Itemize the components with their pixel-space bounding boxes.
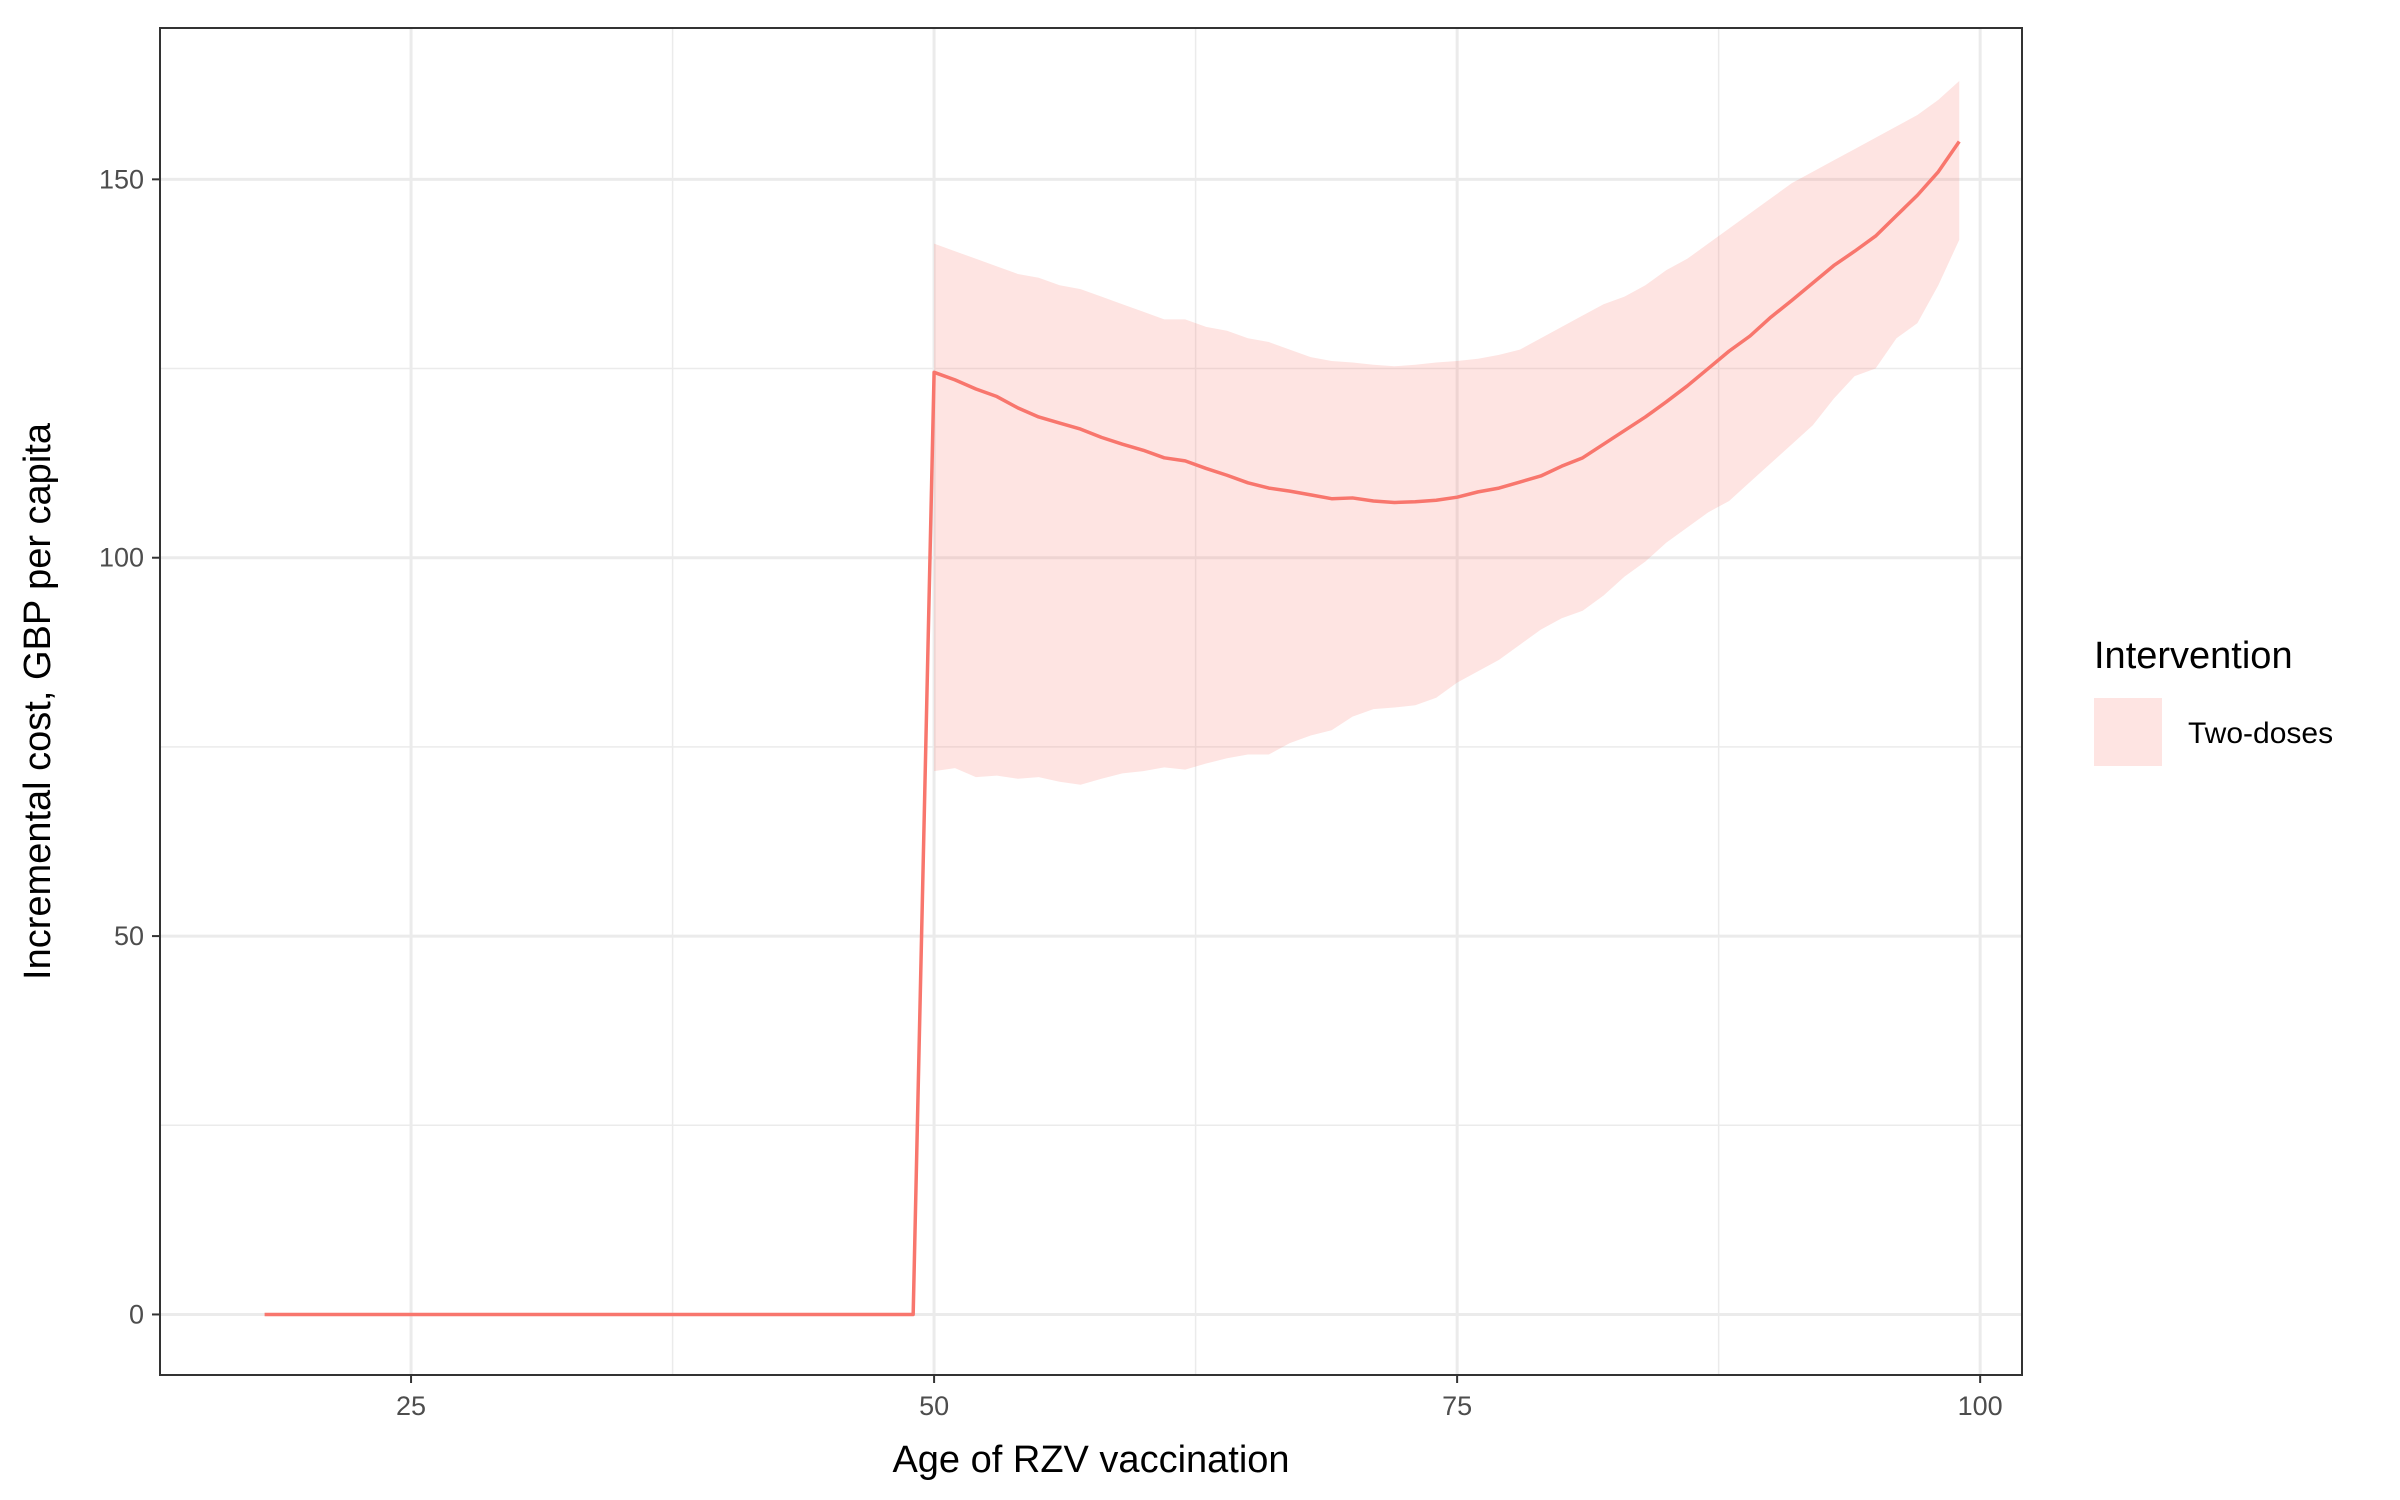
y-tick-label: 50 — [114, 921, 144, 951]
x-tick-label: 100 — [1958, 1391, 2003, 1421]
series-line-two-doses — [264, 140, 1961, 1317]
series-line-layer — [264, 140, 1961, 1317]
legend-title: Intervention — [2094, 635, 2293, 677]
legend: Intervention Two-doses — [2094, 635, 2333, 766]
y-tick-label: 100 — [99, 543, 144, 573]
y-tick-label: 150 — [99, 164, 144, 194]
panel-border — [159, 27, 2023, 1376]
x-tick-label: 75 — [1442, 1391, 1472, 1421]
y-axis: 0 50 100 150 — [99, 164, 160, 1329]
y-axis-title: Incremental cost, GBP per capita — [17, 422, 59, 980]
grid-lines — [160, 28, 2022, 1375]
x-axis: 25 50 75 100 — [396, 1375, 2003, 1421]
x-tick-label: 25 — [396, 1391, 426, 1421]
x-axis-title: Age of RZV vaccination — [892, 1439, 1289, 1481]
legend-key-two-doses — [2094, 698, 2162, 766]
series-ribbon-two-doses — [934, 80, 1960, 785]
x-tick-label: 50 — [919, 1391, 949, 1421]
confidence-ribbon-layer — [934, 80, 1960, 785]
y-tick-label: 0 — [129, 1299, 144, 1329]
legend-label-two-doses: Two-doses — [2188, 717, 2333, 750]
